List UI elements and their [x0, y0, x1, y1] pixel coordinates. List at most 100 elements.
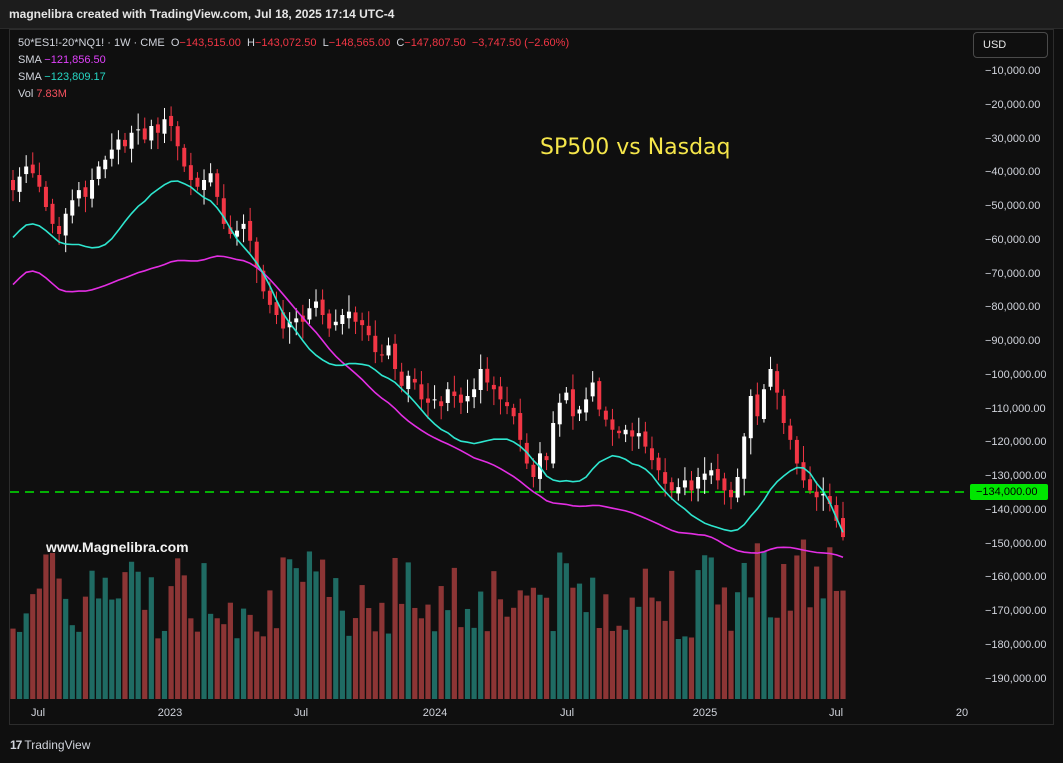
price-axis-tick: −60,000.00 — [985, 233, 1041, 246]
volume-bar — [431, 631, 438, 699]
volume-bar — [385, 633, 392, 699]
candle-body — [478, 369, 483, 390]
volume-bar — [517, 590, 523, 699]
candle-body — [814, 491, 819, 498]
volume-bar — [96, 598, 102, 699]
volume-bar — [82, 596, 89, 699]
volume-label[interactable]: Vol — [18, 88, 34, 100]
volume-bar — [49, 552, 56, 699]
volume-bar — [530, 587, 536, 699]
volume-bar — [642, 568, 648, 699]
candle-body — [663, 472, 668, 484]
volume-bar — [405, 562, 411, 699]
symbol-label[interactable]: 50*ES1!-20*NQ1! · 1W · CME — [18, 37, 165, 49]
volume-bar — [754, 543, 760, 699]
sma2-value: −123,809.17 — [44, 71, 106, 83]
volume-bar — [16, 631, 23, 699]
volume-bar — [708, 557, 714, 699]
volume-bar — [43, 554, 49, 699]
volume-bar — [563, 563, 569, 699]
candle-body — [597, 381, 602, 410]
candle-body — [768, 369, 773, 387]
volume-bar — [840, 590, 846, 699]
candle-body — [498, 386, 503, 400]
candle-body — [122, 139, 127, 147]
volume-bar — [814, 566, 820, 699]
close-label: C — [396, 37, 405, 49]
candle-body — [610, 419, 615, 430]
volume-bar — [550, 631, 556, 699]
candle-body — [689, 480, 694, 491]
volume-bar — [524, 595, 530, 699]
candle-body — [399, 371, 404, 386]
price-axis-tick: −180,000.00 — [985, 638, 1047, 651]
volume-bar — [234, 638, 240, 699]
candle-body — [709, 470, 714, 476]
candle-body — [485, 368, 490, 383]
annotation-title: SP500 vs Nasdaq — [540, 135, 731, 160]
sma1-label[interactable]: SMA — [18, 54, 42, 66]
candle-body — [722, 478, 727, 491]
candle-body — [445, 389, 450, 403]
volume-bar — [761, 551, 767, 699]
candle-body — [775, 371, 780, 393]
open-value: −143,515.00 — [179, 37, 241, 49]
candle-body — [346, 311, 351, 319]
volume-bar — [359, 585, 365, 699]
candle-body — [742, 436, 747, 479]
volume-bar — [333, 578, 339, 699]
low-label: L — [322, 37, 329, 49]
currency-button[interactable]: USD — [973, 32, 1048, 58]
candle-body — [590, 382, 595, 397]
chart-pane[interactable] — [9, 29, 1054, 725]
volume-bar — [557, 552, 563, 699]
candle-body — [241, 223, 246, 229]
candle-body — [175, 126, 180, 147]
candle-body — [426, 398, 430, 403]
price-axis-tick: −110,000.00 — [985, 402, 1046, 415]
volume-bar — [352, 618, 359, 699]
candle-body — [90, 180, 95, 199]
price-axis-tick: −100,000.00 — [985, 368, 1047, 381]
attribution-text: magnelibra created with TradingView.com,… — [9, 7, 395, 21]
candle-body — [808, 479, 813, 491]
volume-bar — [188, 618, 194, 699]
candle-body — [162, 119, 167, 134]
candle-body — [656, 457, 661, 471]
candle-body — [755, 394, 760, 417]
candle-body — [129, 132, 134, 149]
volume-bar — [702, 555, 708, 699]
candle-body — [57, 225, 62, 234]
volume-bar — [458, 627, 464, 699]
volume-bar — [280, 557, 286, 699]
candle-body — [281, 312, 286, 329]
volume-bar — [682, 636, 688, 699]
low-value: −148,565.00 — [328, 37, 391, 49]
volume-bar — [688, 637, 695, 699]
candle-body — [221, 198, 226, 224]
volume-bar — [511, 607, 517, 699]
candle-body — [24, 166, 29, 175]
volume-bar — [194, 631, 201, 699]
volume-bar — [128, 561, 135, 699]
candle-body — [794, 439, 799, 464]
sma2-label[interactable]: SMA — [18, 71, 42, 83]
candle-body — [360, 320, 365, 326]
volume-bar — [135, 571, 141, 699]
volume-bar — [781, 564, 787, 699]
volume-bar — [339, 610, 345, 699]
candle-body — [603, 410, 608, 420]
candle-body — [412, 378, 417, 383]
price-axis-tick: −90,000.00 — [985, 335, 1041, 347]
volume-bar — [379, 602, 385, 699]
candle-body — [30, 164, 35, 174]
candle-body — [834, 505, 839, 521]
tradingview-logo[interactable]: 17 TradingView — [10, 738, 90, 752]
candle-body — [511, 407, 516, 417]
volume-bar — [181, 575, 187, 699]
volume-bar — [787, 610, 793, 699]
candle-body — [274, 302, 279, 315]
candle-body — [531, 464, 536, 477]
candle-body — [801, 462, 806, 481]
